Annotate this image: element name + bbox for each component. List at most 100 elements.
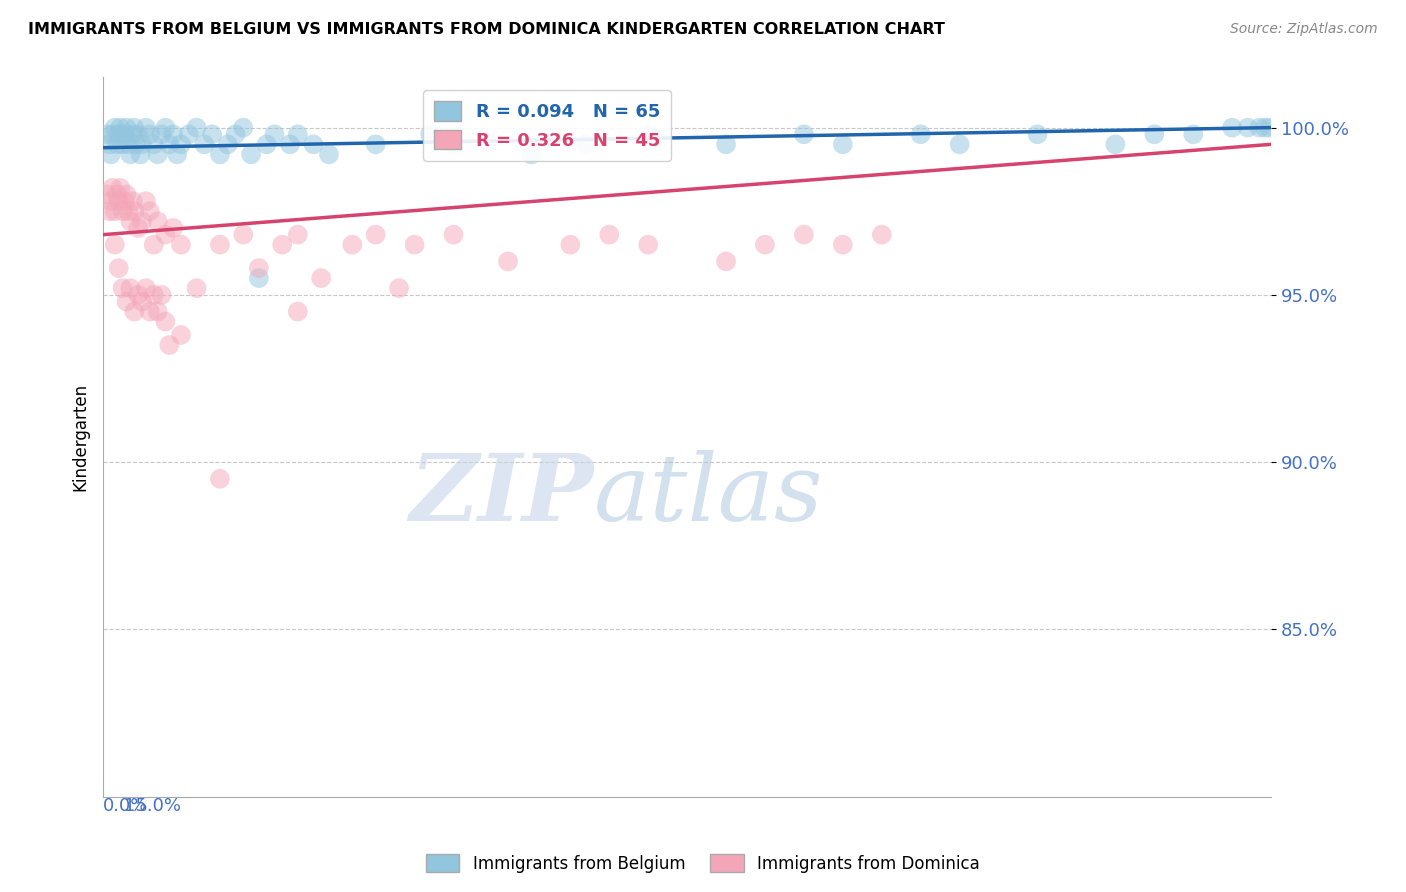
Point: [177, 128, 200, 142]
Point: [121, 128, 143, 142]
Point: [364, 137, 387, 152]
Point: [388, 281, 411, 295]
Point: [124, 120, 146, 135]
Point: [302, 137, 325, 152]
Point: [208, 147, 231, 161]
Point: [131, 214, 153, 228]
Point: [170, 328, 193, 343]
Point: [224, 128, 246, 142]
Point: [201, 128, 224, 142]
Point: [110, 120, 132, 135]
Point: [104, 204, 127, 219]
Point: [104, 120, 127, 135]
Point: [240, 147, 263, 161]
Point: [870, 227, 893, 242]
Point: [1249, 120, 1271, 135]
Point: [342, 237, 364, 252]
Point: [142, 288, 165, 302]
Point: [127, 128, 149, 142]
Point: [117, 137, 139, 152]
Point: [162, 221, 184, 235]
Point: [100, 194, 122, 209]
Point: [278, 137, 301, 152]
Point: [247, 271, 270, 285]
Point: [318, 147, 340, 161]
Point: [1254, 120, 1277, 135]
Point: [831, 137, 853, 152]
Point: [114, 128, 136, 142]
Text: IMMIGRANTS FROM BELGIUM VS IMMIGRANTS FROM DOMINICA KINDERGARTEN CORRELATION CHA: IMMIGRANTS FROM BELGIUM VS IMMIGRANTS FR…: [28, 22, 945, 37]
Point: [124, 204, 146, 219]
Point: [157, 137, 180, 152]
Point: [114, 194, 136, 209]
Point: [139, 304, 162, 318]
Point: [1104, 137, 1126, 152]
Point: [910, 128, 932, 142]
Point: [120, 147, 142, 161]
Point: [105, 137, 128, 152]
Point: [146, 147, 169, 161]
Point: [186, 281, 208, 295]
Text: Source: ZipAtlas.com: Source: ZipAtlas.com: [1230, 22, 1378, 37]
Point: [793, 128, 815, 142]
Point: [131, 137, 153, 152]
Point: [98, 204, 121, 219]
Point: [263, 128, 285, 142]
Point: [166, 147, 188, 161]
Point: [150, 128, 173, 142]
Point: [155, 227, 177, 242]
Point: [135, 281, 157, 295]
Point: [127, 288, 149, 302]
Point: [139, 128, 162, 142]
Point: [115, 187, 138, 202]
Point: [115, 294, 138, 309]
Legend: R = 0.094   N = 65, R = 0.326   N = 45: R = 0.094 N = 65, R = 0.326 N = 45: [423, 90, 671, 161]
Point: [364, 227, 387, 242]
Point: [560, 237, 582, 252]
Point: [309, 271, 332, 285]
Point: [111, 137, 134, 152]
Point: [208, 237, 231, 252]
Point: [575, 137, 598, 152]
Point: [107, 128, 129, 142]
Point: [96, 128, 118, 142]
Text: atlas: atlas: [593, 450, 823, 540]
Point: [135, 194, 157, 209]
Point: [232, 120, 254, 135]
Point: [162, 128, 184, 142]
Point: [247, 261, 270, 276]
Point: [208, 472, 231, 486]
Point: [131, 294, 153, 309]
Point: [100, 147, 122, 161]
Point: [111, 281, 134, 295]
Point: [117, 204, 139, 219]
Point: [271, 237, 294, 252]
Point: [115, 120, 138, 135]
Point: [287, 227, 309, 242]
Point: [1220, 120, 1243, 135]
Point: [107, 194, 129, 209]
Point: [256, 137, 278, 152]
Point: [124, 304, 146, 318]
Point: [287, 128, 309, 142]
Point: [186, 120, 208, 135]
Point: [101, 128, 124, 142]
Point: [598, 227, 620, 242]
Point: [146, 304, 169, 318]
Point: [96, 187, 118, 202]
Point: [155, 315, 177, 329]
Point: [637, 237, 659, 252]
Point: [520, 147, 543, 161]
Point: [714, 137, 737, 152]
Point: [949, 137, 972, 152]
Point: [170, 137, 193, 152]
Point: [1143, 128, 1166, 142]
Point: [150, 288, 173, 302]
Point: [101, 181, 124, 195]
Point: [404, 237, 426, 252]
Point: [1236, 120, 1258, 135]
Point: [135, 120, 157, 135]
Point: [127, 221, 149, 235]
Point: [107, 261, 129, 276]
Point: [637, 128, 659, 142]
